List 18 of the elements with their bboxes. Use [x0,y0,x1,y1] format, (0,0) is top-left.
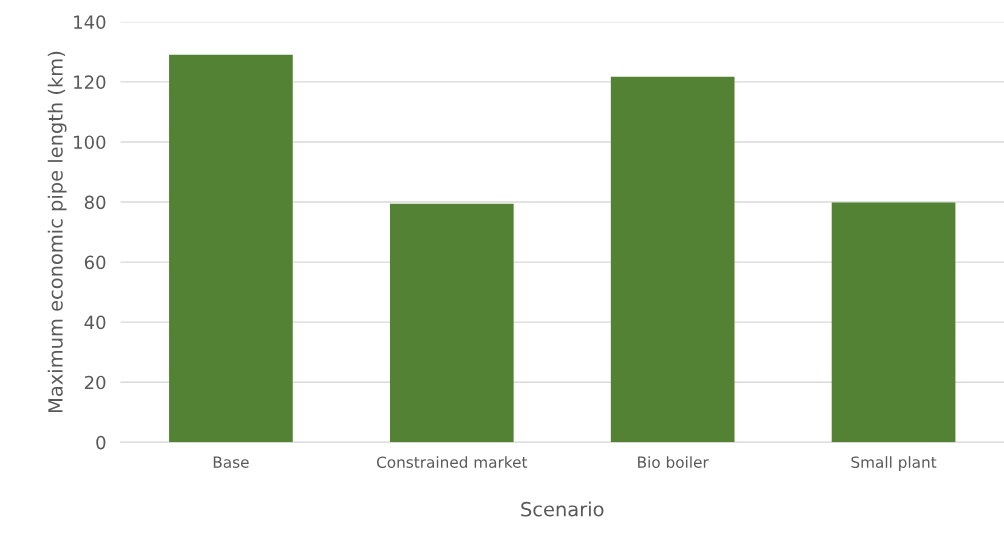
y-tick-label: 40 [84,315,106,330]
bar [610,76,735,443]
y-tick-label: 100 [74,135,106,150]
y-tick-label: 0 [96,435,106,450]
y-tick-label: 80 [84,195,106,210]
x-tick-label: Small plant [851,456,937,471]
y-tick-label: 140 [74,15,106,29]
y-axis-title: Maximum economic pipe length (km) [47,51,67,413]
bar [389,203,514,443]
y-tick-label: 120 [74,75,106,90]
y-tick-label: 20 [84,375,106,390]
x-axis-title: Scenario [521,501,604,517]
x-tick-label: Base [213,456,249,468]
y-tick-label: 60 [84,255,106,270]
bar [831,202,956,443]
x-tick-label: Bio boiler [638,456,709,468]
bar [169,54,293,443]
x-tick-label: Constrained market [376,456,528,468]
